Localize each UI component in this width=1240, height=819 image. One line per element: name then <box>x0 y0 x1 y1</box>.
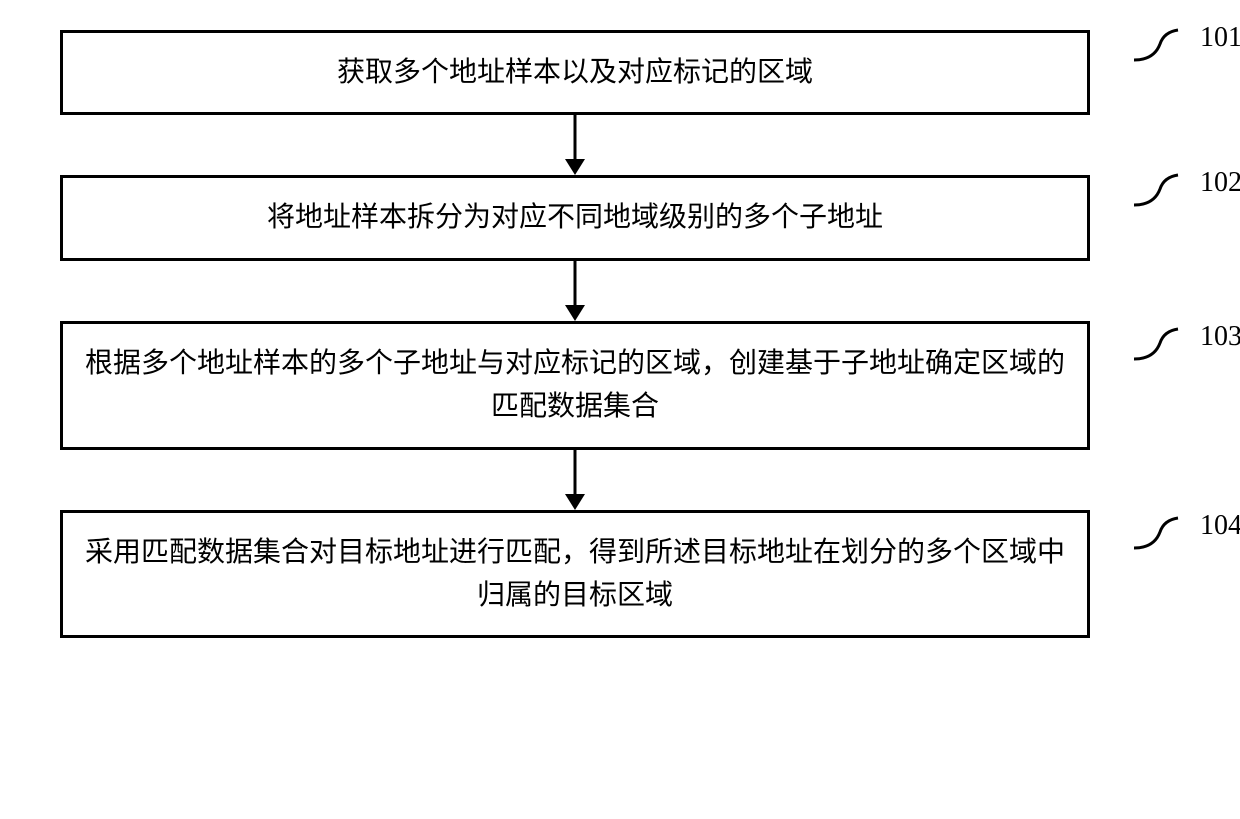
step-label-101: 101 <box>1200 22 1240 54</box>
arrow-head-icon <box>565 494 585 510</box>
label-connector-102 <box>1132 171 1182 211</box>
label-connector-101 <box>1132 26 1182 66</box>
arrow-2 <box>60 261 1090 321</box>
step-wrap-103: 根据多个地址样本的多个子地址与对应标记的区域，创建基于子地址确定区域的匹配数据集… <box>60 321 1180 450</box>
label-connector-103 <box>1132 325 1182 365</box>
label-connector-104 <box>1132 514 1182 554</box>
flowchart-container: 获取多个地址样本以及对应标记的区域 101 将地址样本拆分为对应不同地域级别的多… <box>60 30 1180 638</box>
step-box-102: 将地址样本拆分为对应不同地域级别的多个子地址 <box>60 175 1090 260</box>
step-text: 根据多个地址样本的多个子地址与对应标记的区域，创建基于子地址确定区域的匹配数据集… <box>83 342 1067 429</box>
arrow-line <box>574 450 577 498</box>
step-label-102: 102 <box>1200 167 1240 199</box>
step-label-103: 103 <box>1200 321 1240 353</box>
step-text: 获取多个地址样本以及对应标记的区域 <box>337 51 813 94</box>
arrow-head-icon <box>565 305 585 321</box>
arrow-line <box>574 261 577 309</box>
step-text: 采用匹配数据集合对目标地址进行匹配，得到所述目标地址在划分的多个区域中归属的目标… <box>83 531 1067 618</box>
arrow-3 <box>60 450 1090 510</box>
step-wrap-104: 采用匹配数据集合对目标地址进行匹配，得到所述目标地址在划分的多个区域中归属的目标… <box>60 510 1180 639</box>
arrow-1 <box>60 115 1090 175</box>
step-text: 将地址样本拆分为对应不同地域级别的多个子地址 <box>267 196 883 239</box>
step-wrap-102: 将地址样本拆分为对应不同地域级别的多个子地址 102 <box>60 175 1180 260</box>
step-wrap-101: 获取多个地址样本以及对应标记的区域 101 <box>60 30 1180 115</box>
step-box-104: 采用匹配数据集合对目标地址进行匹配，得到所述目标地址在划分的多个区域中归属的目标… <box>60 510 1090 639</box>
step-label-104: 104 <box>1200 510 1240 542</box>
arrow-line <box>574 115 577 163</box>
arrow-head-icon <box>565 159 585 175</box>
step-box-101: 获取多个地址样本以及对应标记的区域 <box>60 30 1090 115</box>
step-box-103: 根据多个地址样本的多个子地址与对应标记的区域，创建基于子地址确定区域的匹配数据集… <box>60 321 1090 450</box>
